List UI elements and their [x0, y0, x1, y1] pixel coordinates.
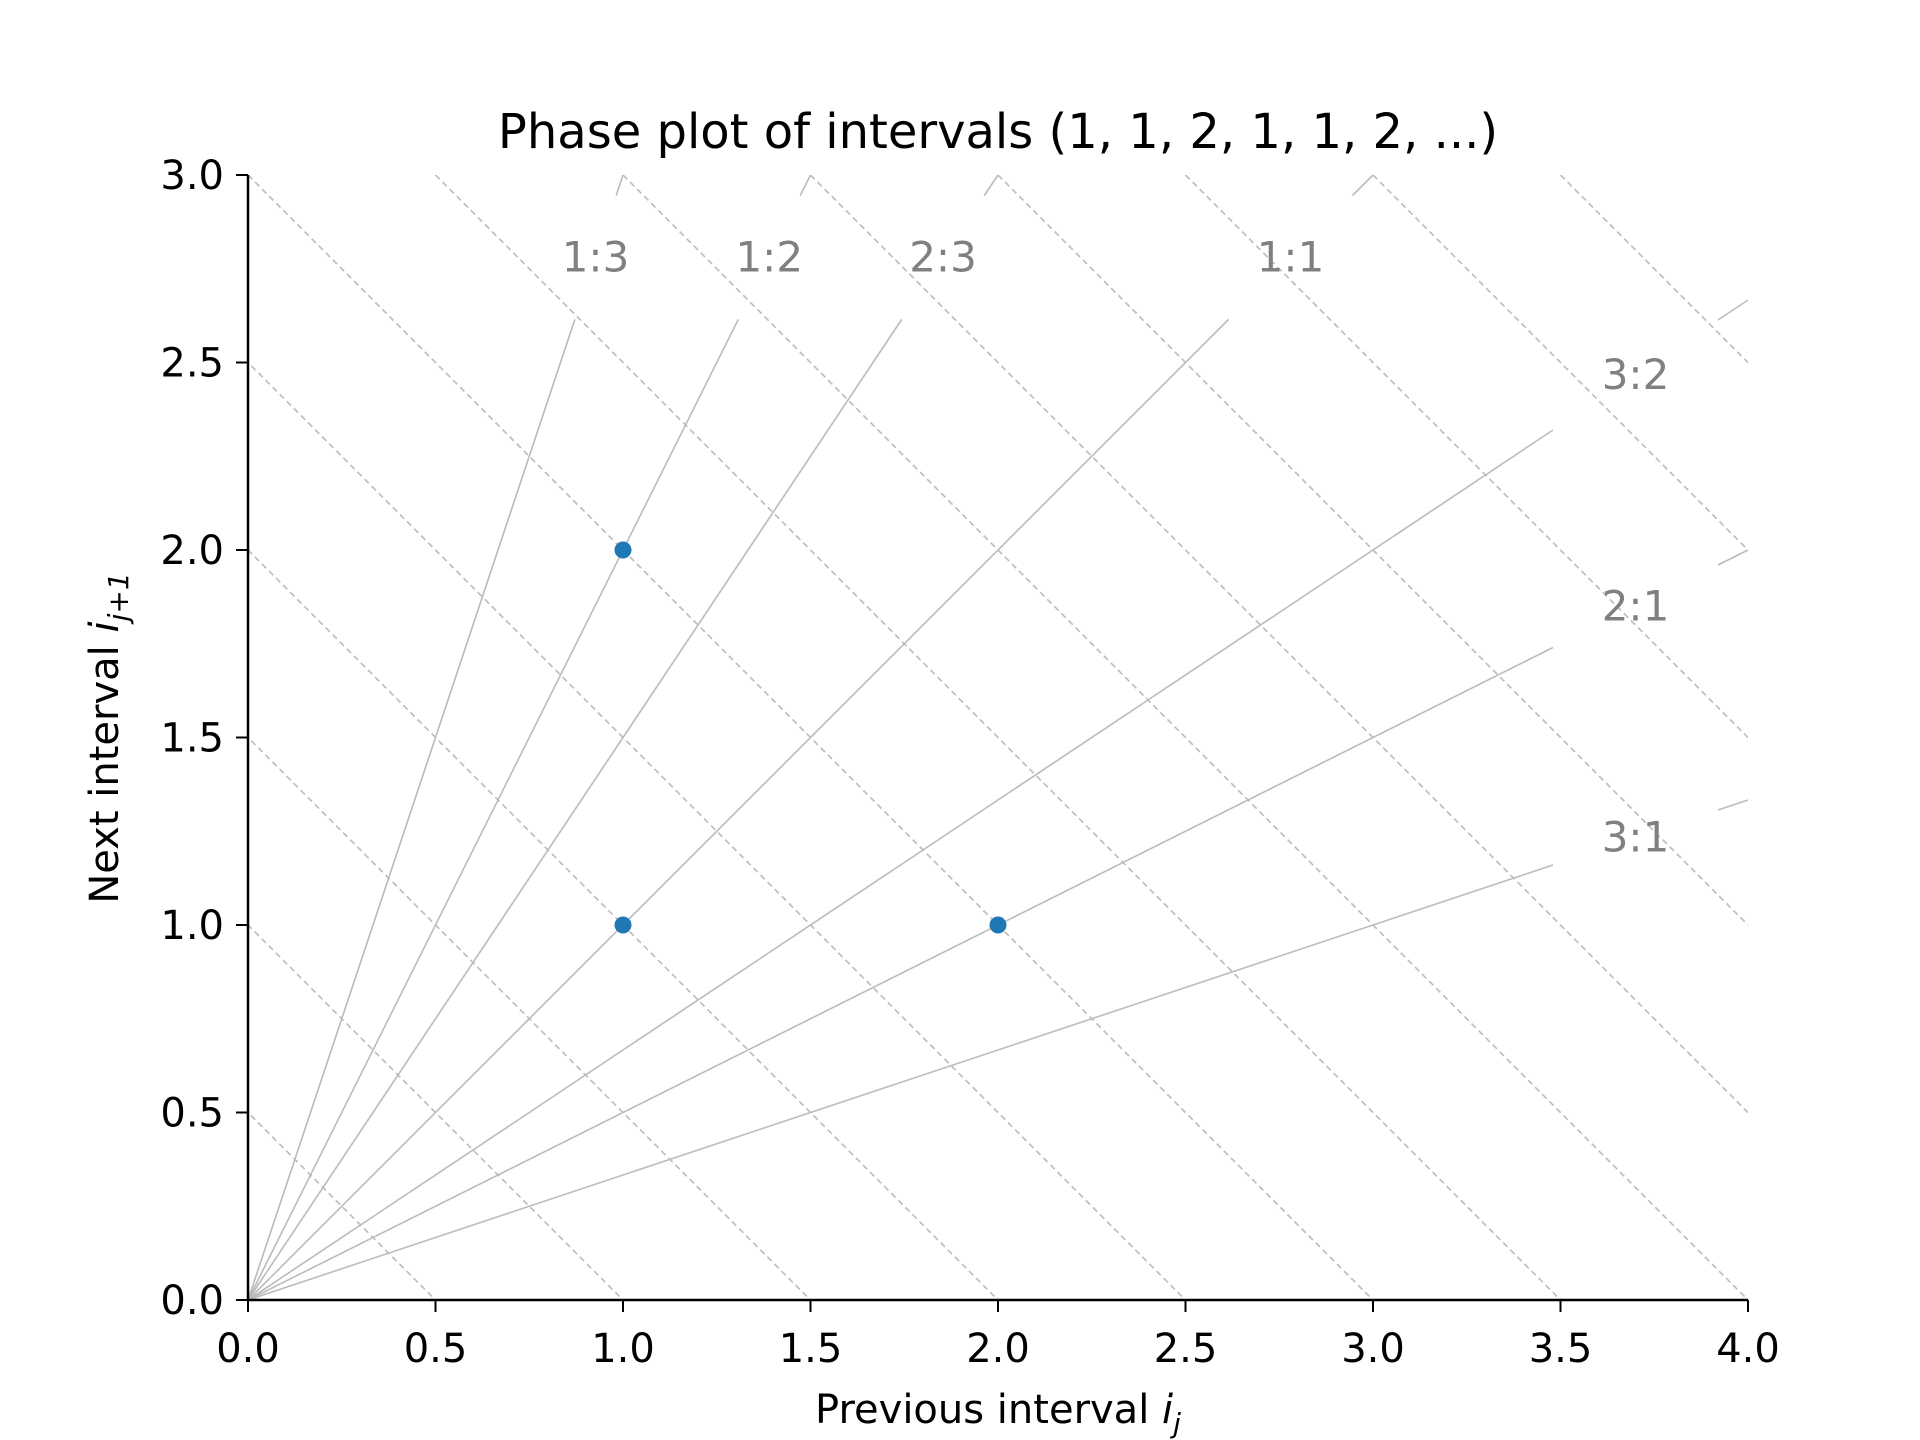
isochrone-line: [997, 175, 1748, 927]
x-axis-label: Previous interval ij: [815, 1387, 1181, 1440]
ratio-line-3-1-tail: [1717, 799, 1749, 811]
y-tick-label: 3.0: [160, 153, 224, 199]
chart-title: Phase plot of intervals (1, 1, 2, 1, 1, …: [498, 104, 1498, 160]
x-axis-label-var: i: [1162, 1387, 1173, 1433]
y-tick-label: 0.0: [160, 1278, 224, 1324]
y-tick-label: 0.5: [160, 1091, 224, 1137]
ratio-label-2-3: 2:3: [909, 233, 977, 282]
isochrone-lines: [248, 175, 1748, 1300]
isochrone-line: [622, 175, 1748, 1300]
y-axis-label-text: Next interval: [82, 633, 128, 904]
ratio-label-2-1: 2:1: [1602, 581, 1670, 630]
y-tick-label: 1.5: [160, 716, 224, 762]
x-tick-label: 3.0: [1341, 1326, 1405, 1372]
x-tick-label: 0.5: [404, 1326, 468, 1372]
isochrone-line: [434, 175, 1562, 1300]
y-tick-label: 2.0: [160, 528, 224, 574]
y-axis-label-var: i: [82, 621, 128, 632]
ratio-line-2-1-tail: [1717, 549, 1749, 566]
ratio-label-1-1: 1:1: [1257, 233, 1325, 282]
ratio-label-1-3: 1:3: [562, 233, 630, 282]
x-ticks: 0.0 0.5 1.0 1.5 2.0 2.5 3.0 3.5 4.0: [216, 1300, 1780, 1372]
ratio-line-1-2: [247, 319, 740, 1301]
y-axis-label: Next interval ij+1: [82, 572, 135, 903]
data-points: [614, 541, 1007, 934]
ratio-line-3-2-tail: [1717, 299, 1749, 321]
ratio-line-2-3-tail: [983, 174, 999, 197]
x-axis-label-text: Previous interval: [815, 1387, 1162, 1433]
y-axis-label-sub: j+1: [102, 572, 135, 625]
data-point: [989, 916, 1007, 934]
ratio-labels: 1:3 1:2 2:3 1:1 3:2 2:1 3:1: [562, 233, 1670, 862]
x-tick-label: 0.0: [216, 1326, 280, 1372]
isochrone-line: [248, 548, 999, 1300]
data-point: [614, 541, 632, 559]
ratio-line-1-1: [247, 318, 1230, 1301]
x-tick-label: 2.5: [1154, 1326, 1218, 1372]
ratio-line-1-3-tail: [615, 174, 624, 196]
ratio-line-2-1: [247, 646, 1554, 1301]
x-tick-label: 1.5: [779, 1326, 843, 1372]
ratio-line-2-3: [247, 318, 903, 1301]
y-tick-label: 2.5: [160, 341, 224, 387]
ratio-line-3-1: [247, 864, 1554, 1301]
ratio-label-1-2: 1:2: [735, 233, 803, 282]
ratio-line-1-2-tail: [799, 174, 812, 196]
data-point: [614, 916, 632, 934]
ratio-label-3-2: 3:2: [1602, 350, 1670, 399]
ratio-line-1-3: [247, 319, 576, 1301]
isochrone-line: [1184, 175, 1748, 739]
ratio-lines: [247, 174, 1749, 1301]
x-tick-label: 3.5: [1529, 1326, 1593, 1372]
x-tick-label: 1.0: [591, 1326, 655, 1372]
ratio-line-3-2: [247, 429, 1554, 1301]
isochrone-line: [809, 175, 1748, 1114]
ratio-line-1-1-tail: [1351, 174, 1374, 197]
y-tick-label: 1.0: [160, 903, 224, 949]
ratio-label-3-1: 3:1: [1602, 813, 1670, 862]
y-ticks: 0.0 0.5 1.0 1.5 2.0 2.5 3.0: [160, 153, 248, 1324]
x-tick-label: 4.0: [1716, 1326, 1780, 1372]
isochrone-line: [1372, 175, 1748, 552]
x-tick-label: 2.0: [966, 1326, 1030, 1372]
isochrone-line: [1559, 175, 1748, 364]
